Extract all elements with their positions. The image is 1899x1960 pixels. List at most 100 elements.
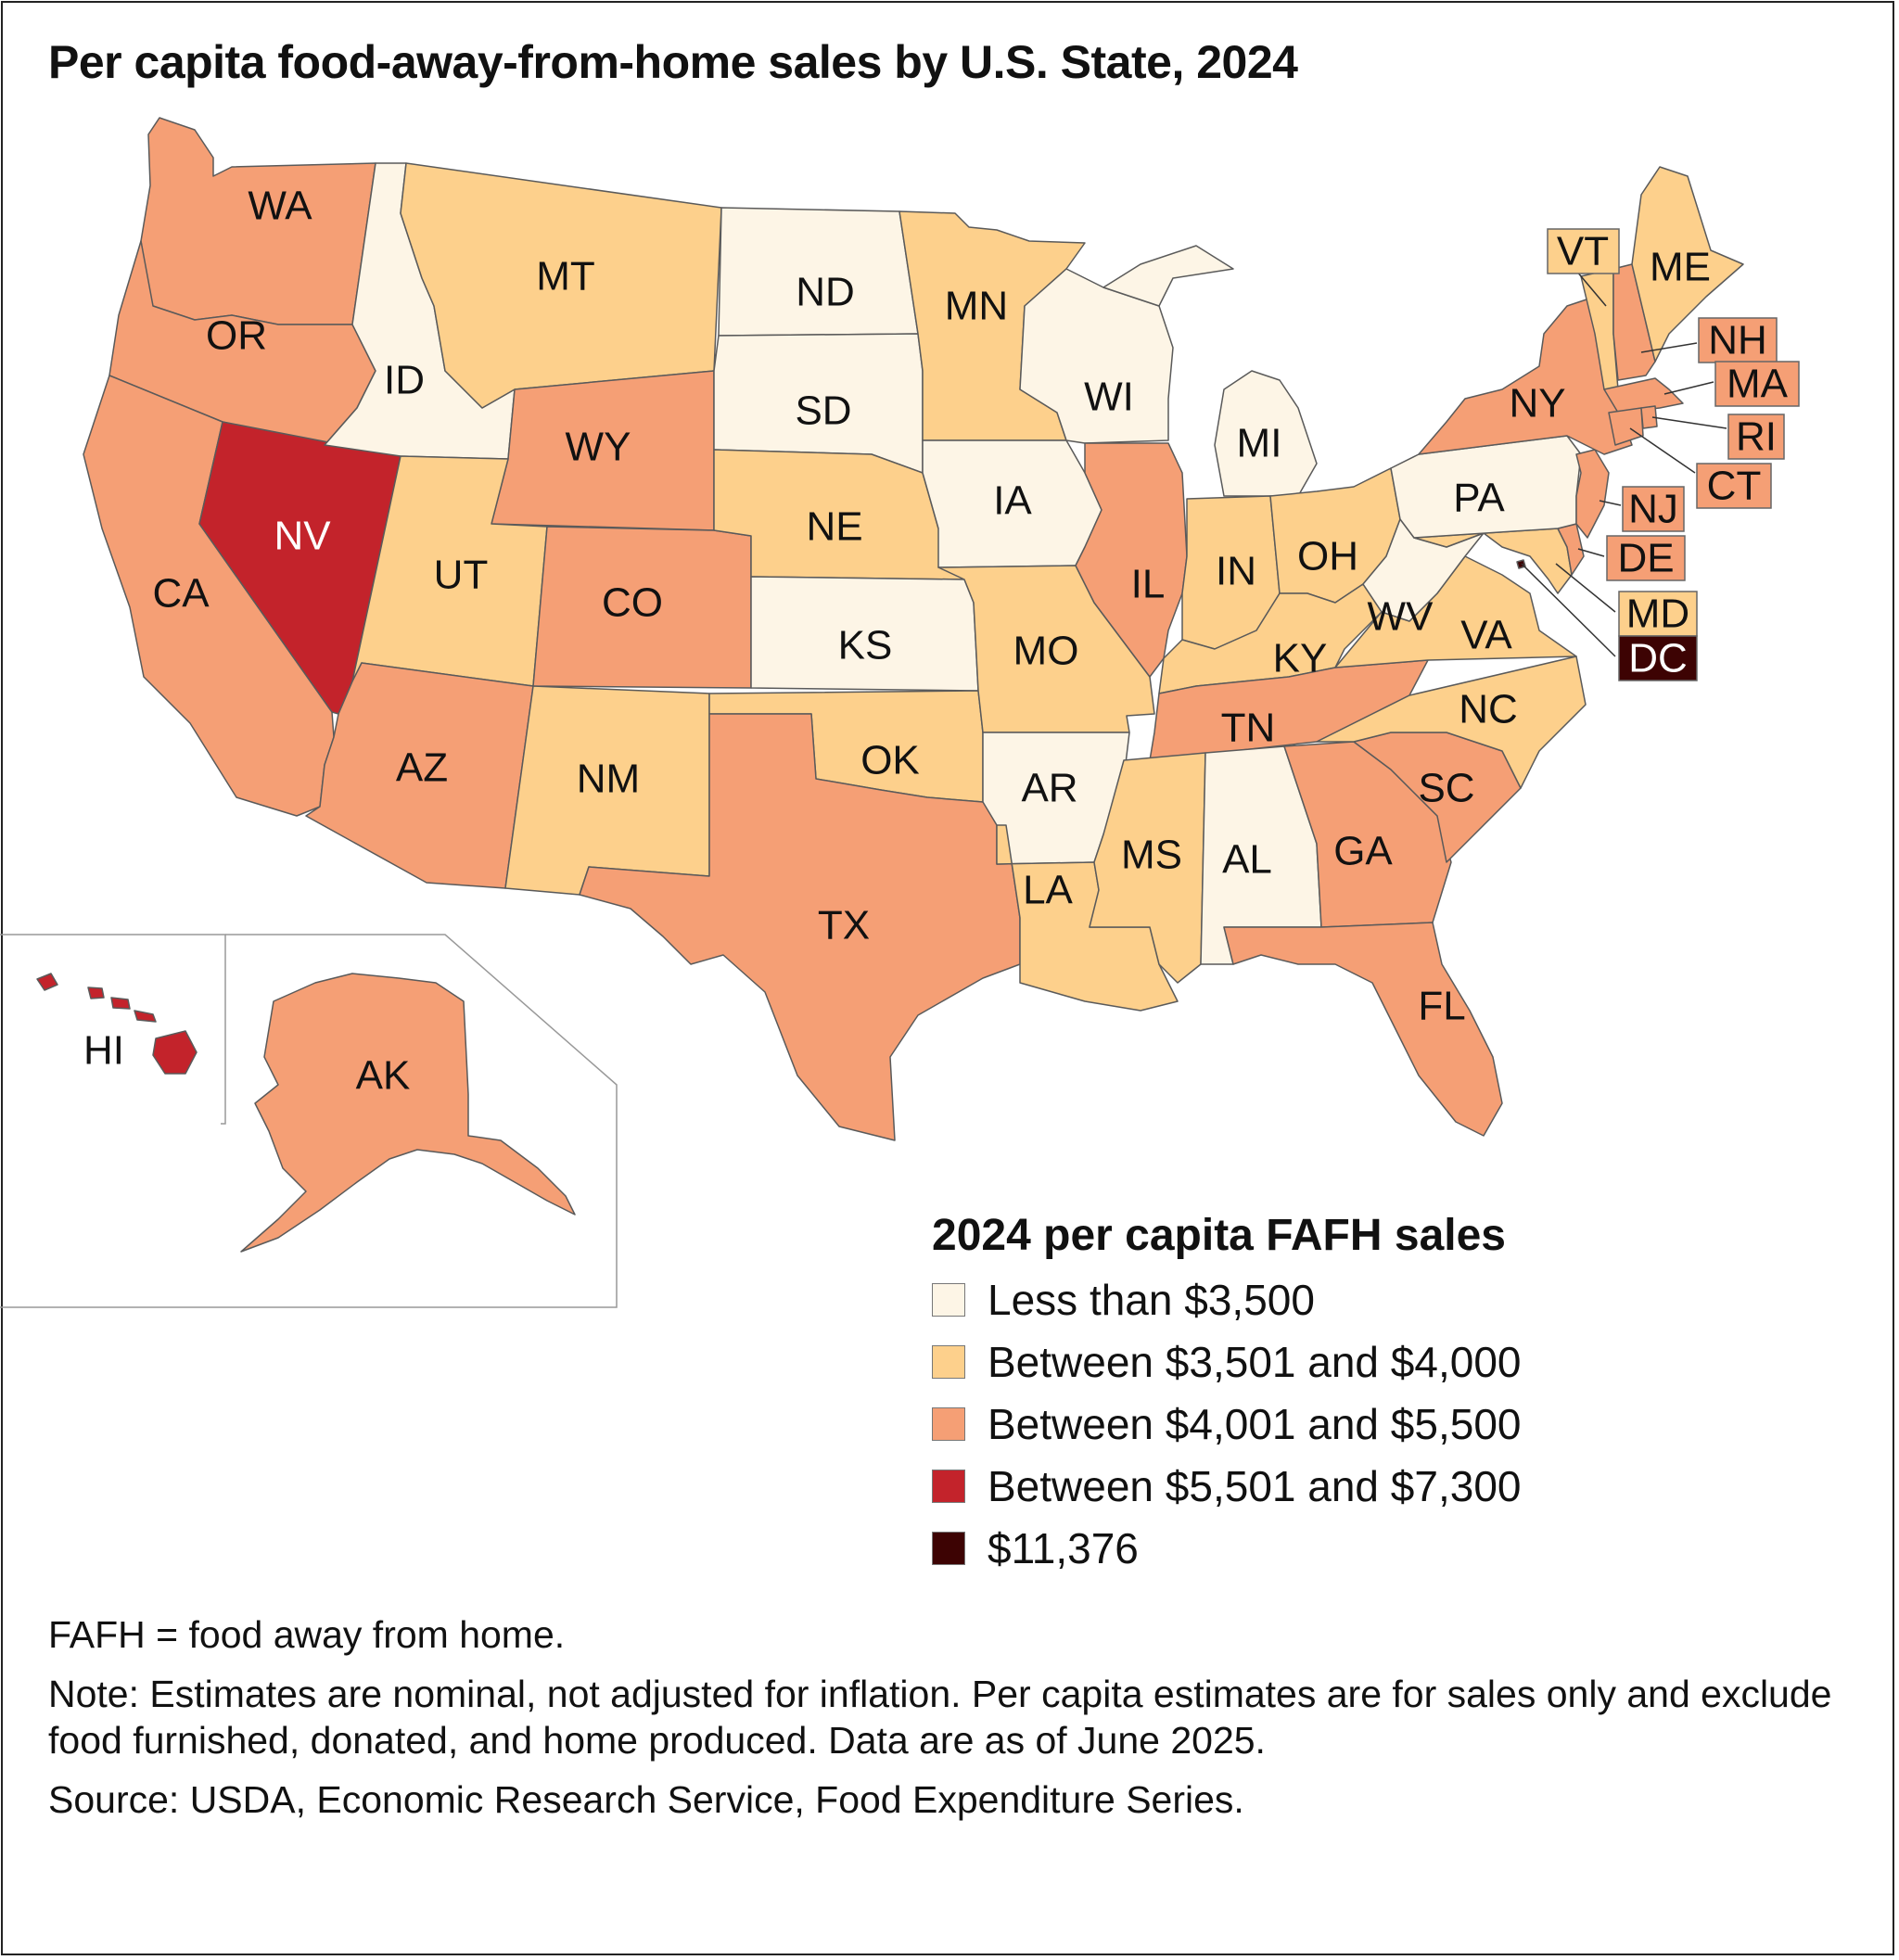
label-nv: NV <box>274 514 331 559</box>
alaska-inset-frame <box>0 934 618 1308</box>
label-mo: MO <box>1013 629 1079 674</box>
label-me: ME <box>1650 245 1711 290</box>
label-wv: WV <box>1368 594 1434 640</box>
legend-label: Between $4,001 and $5,500 <box>988 1399 1522 1448</box>
legend-swatch <box>932 1469 965 1503</box>
state-hi-1 <box>36 973 58 991</box>
label-id: ID <box>384 358 425 403</box>
ct-callout-box <box>1696 463 1772 509</box>
label-va: VA <box>1460 613 1512 658</box>
nh-callout-box <box>1698 317 1778 363</box>
state-wi <box>1019 268 1174 444</box>
label-sd: SD <box>795 388 851 434</box>
label-wa: WA <box>248 184 312 229</box>
legend-swatch <box>932 1282 965 1317</box>
label-or: OR <box>206 313 267 359</box>
state-hi-2 <box>87 986 105 999</box>
label-tx: TX <box>818 903 870 948</box>
legend-swatch <box>932 1531 965 1565</box>
label-nm: NM <box>577 757 640 802</box>
ma-leader-line <box>1663 381 1714 395</box>
ct-leader-line <box>1629 427 1696 474</box>
footnotes: FAFH = food away from home. Note: Estima… <box>48 1611 1856 1836</box>
label-ky: KY <box>1273 636 1328 681</box>
label-nc: NC <box>1459 687 1518 732</box>
state-hi-4 <box>134 1010 157 1023</box>
map-legend: 2024 per capita FAFH sales Less than $3,… <box>932 1210 1522 1579</box>
dc-leader-line <box>1521 563 1616 657</box>
label-ar: AR <box>1021 766 1077 811</box>
label-ca: CA <box>152 571 210 617</box>
legend-label: $11,376 <box>988 1523 1139 1572</box>
label-ct: CT <box>1707 464 1762 509</box>
label-oh: OH <box>1297 534 1358 579</box>
label-mi: MI <box>1237 421 1282 466</box>
ri-callout-box <box>1727 414 1785 460</box>
legend-item: Between $4,001 and $5,500 <box>932 1393 1522 1455</box>
abbreviation-note: FAFH = food away from home. <box>48 1613 566 1656</box>
legend-item: Between $3,501 and $4,000 <box>932 1330 1522 1393</box>
state-il <box>1075 442 1188 678</box>
label-fl: FL <box>1418 984 1465 1029</box>
state-nc <box>1316 655 1587 789</box>
label-in: IN <box>1216 549 1256 594</box>
dc-callout-box <box>1618 635 1698 681</box>
label-vt: VT <box>1557 229 1609 274</box>
md-leader-line <box>1555 563 1616 613</box>
de-callout-box <box>1606 535 1686 581</box>
label-ny: NY <box>1509 381 1565 426</box>
label-ga: GA <box>1333 829 1393 874</box>
label-pa: PA <box>1453 476 1505 521</box>
state-nj <box>1575 449 1610 539</box>
state-fl <box>1223 922 1503 1137</box>
legend-item: $11,376 <box>932 1517 1522 1579</box>
state-hi-5 <box>152 1030 198 1075</box>
state-hi-3 <box>110 997 131 1010</box>
legend-label: Between $5,501 and $7,300 <box>988 1461 1522 1510</box>
label-dc: DC <box>1628 636 1688 681</box>
nh-leader-line <box>1640 342 1698 353</box>
state-wy <box>491 370 715 531</box>
label-nj: NJ <box>1628 487 1678 532</box>
legend-swatch <box>932 1344 965 1379</box>
label-ne: NE <box>806 504 862 550</box>
legend-label: Less than $3,500 <box>988 1275 1315 1324</box>
label-ak: AK <box>356 1053 411 1099</box>
legend-title: 2024 per capita FAFH sales <box>932 1211 1506 1260</box>
label-mn: MN <box>945 284 1008 329</box>
legend-item: Less than $3,500 <box>932 1268 1522 1330</box>
label-md: MD <box>1626 592 1689 637</box>
label-al: AL <box>1222 837 1272 883</box>
state-mi <box>1102 245 1318 497</box>
methodology-note: Note: Estimates are nominal, not adjuste… <box>48 1673 1832 1762</box>
vt-callout-box <box>1547 228 1620 274</box>
label-ms: MS <box>1121 833 1182 878</box>
label-sc: SC <box>1418 766 1474 811</box>
label-mt: MT <box>536 254 595 299</box>
state-ri <box>1640 405 1658 429</box>
state-ct <box>1608 407 1644 446</box>
state-me <box>1631 166 1744 363</box>
label-ma: MA <box>1727 362 1789 407</box>
label-nh: NH <box>1708 318 1767 363</box>
label-de: DE <box>1617 536 1674 581</box>
label-il: IL <box>1131 562 1166 607</box>
legend-label: Between $3,501 and $4,000 <box>988 1337 1522 1386</box>
state-ak <box>240 973 576 1253</box>
vt-leader-line <box>1575 270 1607 307</box>
nj-callout-box <box>1622 486 1685 532</box>
ri-leader-line <box>1651 416 1727 429</box>
label-co: CO <box>602 580 663 626</box>
legend-swatch <box>932 1406 965 1441</box>
state-tx <box>579 713 1021 1141</box>
state-mt <box>400 162 722 409</box>
label-la: LA <box>1023 868 1073 913</box>
nj-leader-line <box>1599 500 1622 506</box>
ma-callout-box <box>1714 361 1800 407</box>
legend-item: Between $5,501 and $7,300 <box>932 1455 1522 1517</box>
label-hi: HI <box>83 1028 124 1074</box>
source-note: Source: USDA, Economic Research Service,… <box>48 1778 1244 1821</box>
label-wy: WY <box>566 425 631 470</box>
label-ia: IA <box>993 478 1032 524</box>
